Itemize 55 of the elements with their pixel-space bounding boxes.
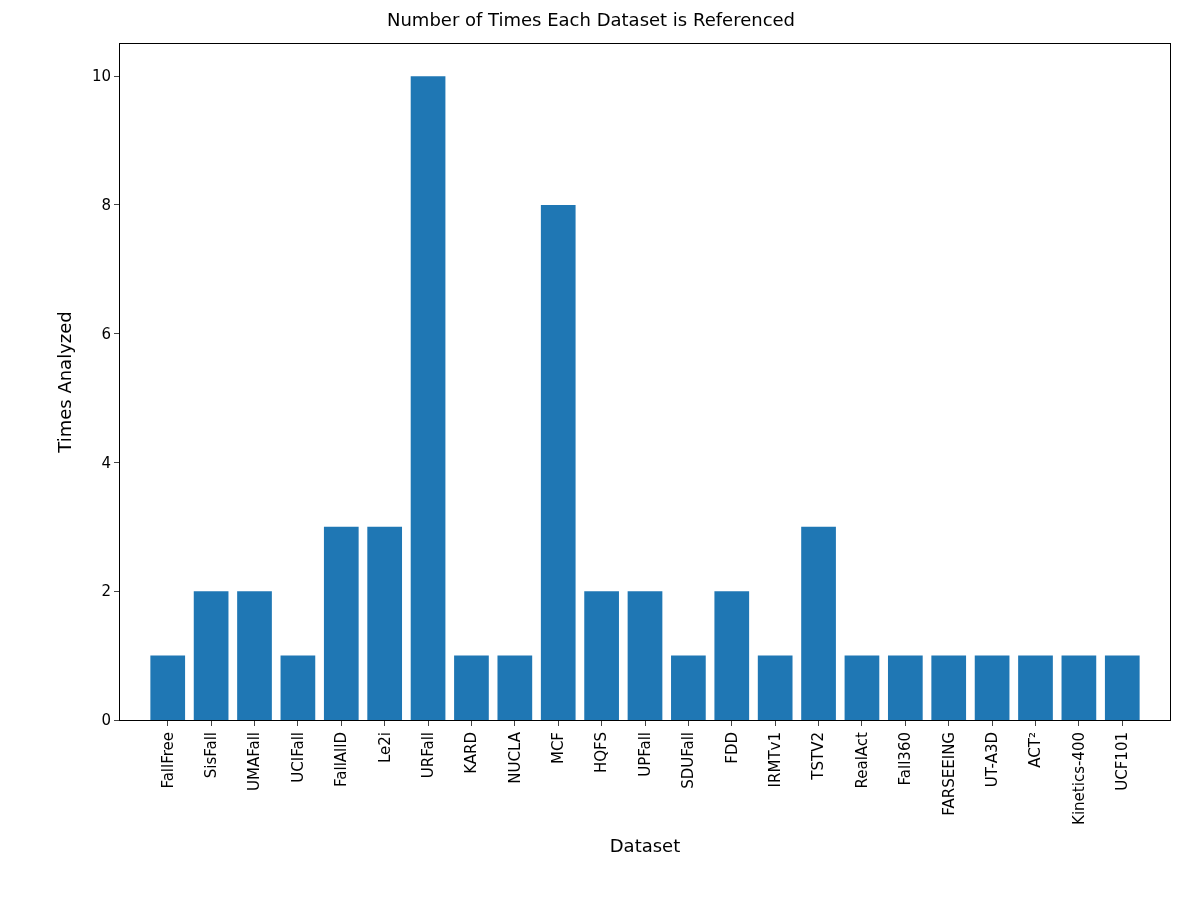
bar	[1061, 655, 1097, 720]
bar	[280, 655, 316, 720]
bar	[497, 655, 533, 720]
x-tick-label: URFall	[418, 732, 437, 779]
bar	[844, 655, 880, 720]
bar	[540, 204, 576, 720]
x-tick-label: Kinetics-400	[1069, 732, 1088, 825]
x-tick-label: FallFree	[158, 732, 177, 789]
bar	[237, 591, 272, 720]
bar	[887, 655, 923, 720]
x-tick-label: HQFS	[592, 732, 611, 773]
y-tick-label: 4	[101, 453, 111, 472]
bar	[714, 591, 750, 720]
x-tick-label: UT-A3D	[982, 732, 1001, 788]
bar	[671, 655, 706, 720]
y-axis-title: Times Analyzed	[54, 311, 76, 454]
x-tick-label: NUCLA	[505, 731, 524, 784]
x-tick-label: FARSEEING	[939, 732, 958, 816]
bar	[584, 591, 619, 720]
y-tick-label: 2	[101, 582, 111, 601]
y-tick-label: 0	[101, 711, 111, 730]
bar	[454, 655, 489, 720]
x-tick-label: UMAFall	[245, 732, 264, 791]
bar	[150, 655, 186, 720]
x-tick-label: IRMTv1	[766, 732, 785, 788]
bar	[367, 526, 403, 720]
x-tick-label: KARD	[462, 732, 481, 774]
bar	[1104, 655, 1140, 720]
bar	[757, 655, 793, 720]
x-tick-label: MCF	[549, 732, 568, 765]
y-tick-label: 6	[101, 324, 111, 343]
x-tick-label: Le2i	[375, 732, 394, 764]
x-tick-label: UCF101	[1113, 732, 1132, 791]
bar	[801, 526, 836, 720]
x-tick-label: SisFall	[201, 732, 220, 779]
bar	[627, 591, 663, 720]
bar	[974, 655, 1010, 720]
x-tick-label: UCIFall	[288, 732, 307, 783]
bar	[193, 591, 229, 720]
chart-title: Number of Times Each Dataset is Referenced	[386, 9, 796, 31]
x-tick-label: Fall360	[896, 732, 915, 786]
bar	[410, 76, 446, 720]
x-tick-label: UPFall	[635, 732, 654, 777]
x-tick-label: ACT²	[1026, 732, 1045, 768]
x-tick-label: SDUFall	[679, 732, 698, 789]
bar	[323, 526, 359, 720]
bar	[931, 655, 967, 720]
bar	[1018, 655, 1053, 720]
x-tick-label: FallAllD	[332, 732, 351, 787]
x-tick-label: FDD	[722, 732, 741, 764]
x-axis-title: Dataset	[609, 835, 681, 857]
x-tick-label: TSTV2	[809, 732, 828, 781]
x-tick-label: RealAct	[852, 731, 871, 789]
y-tick-label: 8	[101, 196, 111, 215]
y-tick-label: 10	[91, 67, 111, 86]
